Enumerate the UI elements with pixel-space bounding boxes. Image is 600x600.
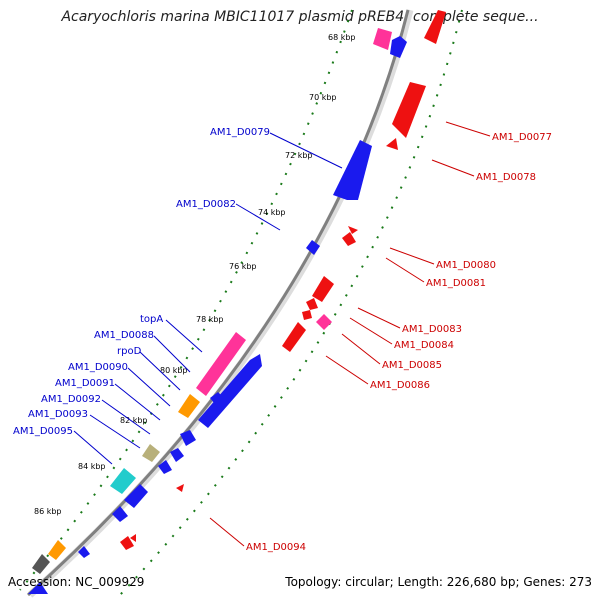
gene-arrow [158, 460, 172, 474]
gene-arrow [120, 536, 134, 550]
gene-arrow [392, 82, 426, 138]
gene-box [110, 468, 136, 494]
gene-box [196, 332, 246, 396]
tick-label: 72 kbp [285, 151, 313, 160]
gene-arrow [302, 310, 312, 320]
other-genes [32, 28, 392, 574]
gene-label: AM1_D0092 [41, 394, 101, 405]
gene-arrow [170, 448, 184, 462]
tick-label: 74 kbp [258, 208, 286, 217]
gene-arrow [180, 430, 196, 446]
gene-arrow [424, 10, 446, 44]
gene-arrow [342, 232, 356, 246]
gene-arrow [348, 226, 358, 234]
gene-arrow [282, 322, 306, 352]
gene-label: AM1_D0088 [94, 330, 154, 341]
tick-label: 80 kbp [160, 366, 188, 375]
gene-arrow [390, 36, 407, 58]
topology-text: Topology: circular; Length: 226,680 bp; … [285, 575, 592, 589]
gene-arrow [386, 138, 398, 150]
gene-label: AM1_D0077 [492, 132, 552, 143]
gene-arrow [198, 354, 262, 428]
reverse-genes [120, 10, 446, 550]
gene-arrow [306, 298, 318, 310]
gene-label: AM1_D0086 [370, 380, 430, 391]
tick-label: 78 kbp [196, 315, 224, 324]
forward-genes [28, 36, 407, 594]
gene-arrow [28, 582, 48, 594]
gene-box [32, 554, 50, 574]
tick-label: 68 kbp [328, 33, 356, 42]
tick-labels: 68 kbp 70 kbp 72 kbp 74 kbp 76 kbp 78 kb… [34, 33, 356, 516]
gene-label: AM1_D0091 [55, 378, 115, 389]
gene-label: AM1_D0093 [28, 409, 88, 420]
gene-label: topA [140, 314, 163, 325]
gene-arrow [130, 534, 136, 542]
gene-box [48, 540, 66, 560]
backbone-shadow [27, 9, 414, 598]
tick-label: 70 kbp [309, 93, 337, 102]
gene-box [142, 444, 160, 462]
gene-label: rpoD [117, 346, 142, 357]
gene-label: AM1_D0078 [476, 172, 536, 183]
gene-label: AM1_D0079 [210, 127, 270, 138]
gene-arrow [112, 506, 128, 522]
gene-arrow [312, 276, 334, 302]
accession-text: Accession: NC_009929 [8, 575, 145, 589]
gene-label: AM1_D0090 [68, 362, 128, 373]
backbone [26, 9, 410, 597]
gene-label: AM1_D0080 [436, 260, 496, 271]
tick-label: 76 kbp [229, 262, 257, 271]
gene-arrow [78, 546, 90, 558]
gene-box [373, 28, 392, 50]
gene-arrow [306, 240, 320, 255]
gene-label: AM1_D0084 [394, 340, 454, 351]
gene-box [178, 394, 200, 418]
gene-label: AM1_D0082 [176, 199, 236, 210]
gene-label: AM1_D0081 [426, 278, 486, 289]
gene-label: AM1_D0095 [13, 426, 73, 437]
gene-arrow [124, 484, 148, 508]
gene-box [316, 314, 332, 330]
gene-label: AM1_D0083 [402, 324, 462, 335]
tick-label: 84 kbp [78, 462, 106, 471]
gene-arrow [333, 140, 372, 200]
gene-label: AM1_D0094 [246, 542, 306, 553]
tick-label: 86 kbp [34, 507, 62, 516]
map-title: Acaryochloris marina MBIC11017 plasmid p… [61, 9, 539, 25]
gene-label: AM1_D0085 [382, 360, 442, 371]
gene-arrow [176, 484, 184, 492]
left-gene-labels: AM1_D0079 AM1_D0082 topA AM1_D0088 rpoD … [13, 127, 343, 465]
tick-label: 82 kbp [120, 416, 148, 425]
outer-tick-arc [19, 9, 353, 591]
gene-arrow [210, 392, 226, 408]
right-gene-labels: AM1_D0077 AM1_D0078 AM1_D0080 AM1_D0081 … [209, 121, 552, 553]
